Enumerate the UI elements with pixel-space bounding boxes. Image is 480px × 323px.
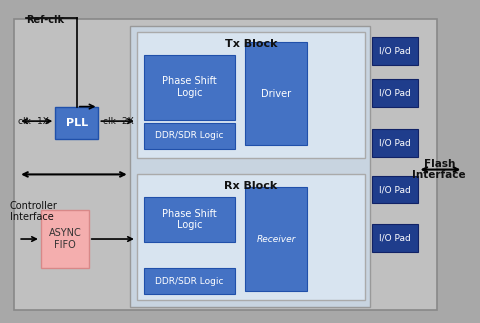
Bar (372, 37, 418, 65)
Text: I/O Pad: I/O Pad (379, 139, 411, 147)
Bar (372, 79, 418, 107)
Bar (372, 129, 418, 157)
Bar (137, 174, 365, 300)
Text: I/O Pad: I/O Pad (379, 185, 411, 194)
Text: Rx Block: Rx Block (224, 181, 277, 191)
Text: Ref-clk: Ref-clk (26, 15, 64, 25)
Text: Driver: Driver (261, 89, 291, 99)
Bar (144, 268, 235, 294)
Text: Tx Block: Tx Block (225, 39, 277, 48)
Text: Phase Shift
Logic: Phase Shift Logic (162, 77, 217, 98)
Bar (14, 19, 437, 310)
Text: I/O Pad: I/O Pad (379, 89, 411, 97)
Bar (130, 26, 370, 307)
Bar (144, 197, 235, 242)
Text: Flash
Interface: Flash Interface (412, 159, 466, 180)
Text: Receiver: Receiver (256, 234, 296, 244)
Bar (144, 123, 235, 149)
Text: ASYNC
FIFO: ASYNC FIFO (48, 228, 81, 250)
Text: Controller
Interface: Controller Interface (10, 201, 58, 222)
Text: clk -2X: clk -2X (103, 117, 134, 126)
Bar (144, 55, 235, 120)
Text: I/O Pad: I/O Pad (379, 47, 411, 55)
Bar (137, 32, 365, 158)
Text: DDR/SDR Logic: DDR/SDR Logic (156, 131, 224, 140)
Text: I/O Pad: I/O Pad (379, 234, 411, 243)
Bar (372, 176, 418, 203)
Bar (245, 187, 307, 291)
Bar (55, 107, 98, 139)
Text: DDR/SDR Logic: DDR/SDR Logic (156, 276, 224, 286)
Text: Phase Shift
Logic: Phase Shift Logic (162, 209, 217, 230)
Text: PLL: PLL (66, 118, 88, 128)
Bar (41, 210, 89, 268)
Bar (245, 42, 307, 145)
Bar (372, 224, 418, 252)
Text: clk -1X: clk -1X (18, 117, 49, 126)
